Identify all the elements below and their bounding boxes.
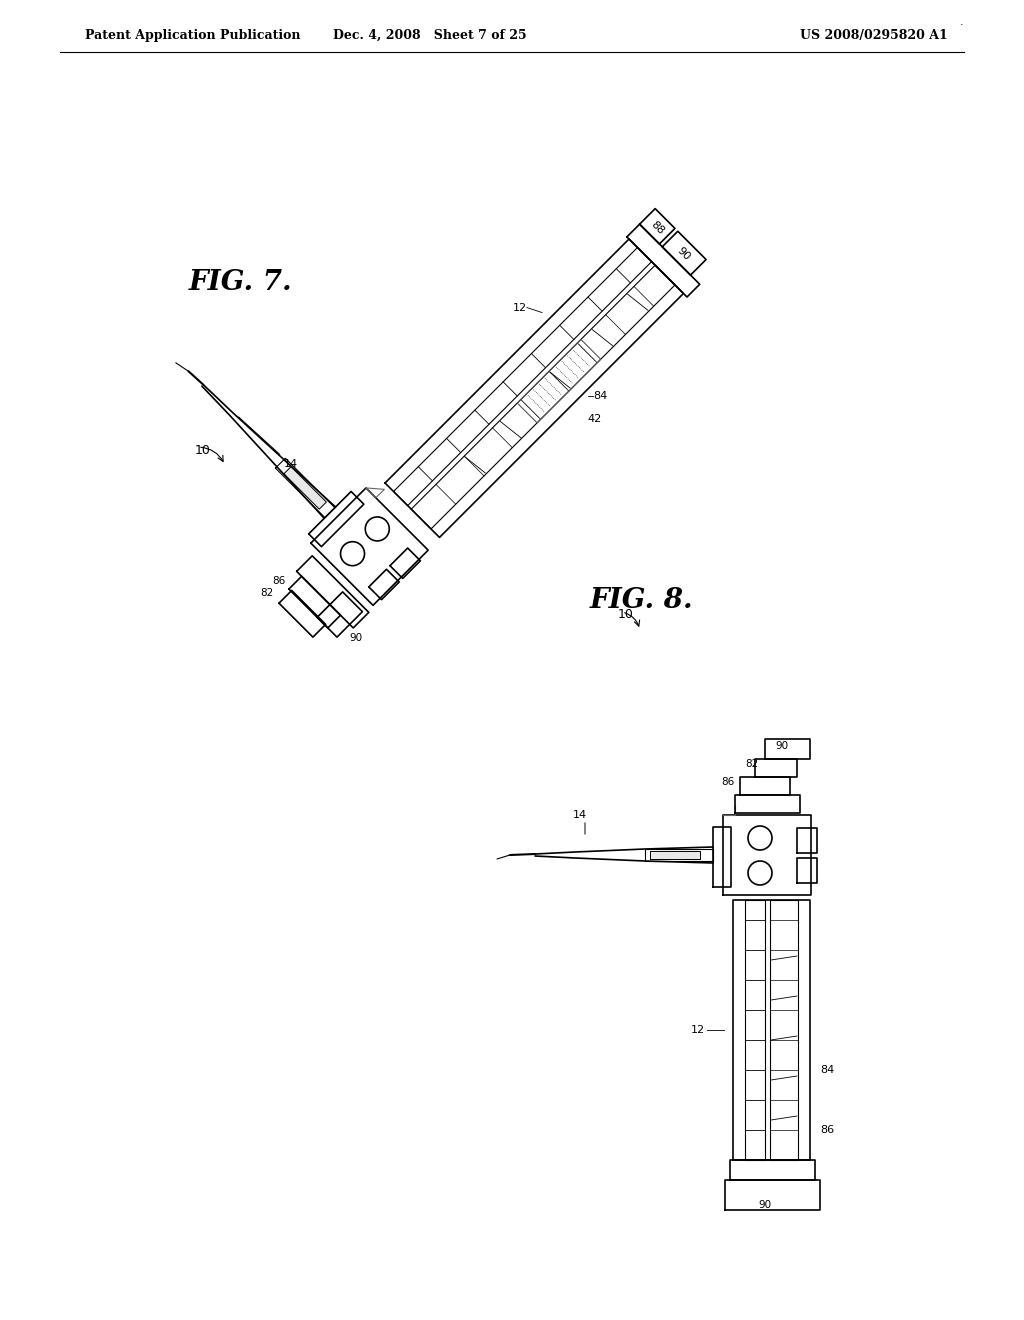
Text: 86: 86: [272, 577, 286, 586]
Text: 88: 88: [649, 219, 666, 236]
Text: 12: 12: [691, 1026, 705, 1035]
Text: 10: 10: [618, 609, 634, 622]
Polygon shape: [284, 467, 327, 510]
Text: 14: 14: [239, 417, 297, 469]
Text: 84: 84: [593, 391, 607, 401]
Text: 90: 90: [775, 741, 788, 751]
Text: 82: 82: [744, 759, 758, 770]
Text: 86: 86: [721, 777, 734, 787]
Text: 84: 84: [820, 1065, 835, 1074]
Text: 90: 90: [349, 634, 362, 643]
Text: 14: 14: [573, 810, 587, 820]
Text: 12: 12: [513, 302, 527, 313]
Text: 90: 90: [759, 1200, 771, 1210]
Text: .: .: [961, 17, 964, 26]
Text: FIG. 7.: FIG. 7.: [188, 268, 292, 296]
Text: US 2008/0295820 A1: US 2008/0295820 A1: [800, 29, 948, 41]
Text: 82: 82: [260, 589, 273, 598]
Text: 86: 86: [820, 1125, 835, 1135]
Text: 90: 90: [675, 246, 692, 263]
Text: Patent Application Publication: Patent Application Publication: [85, 29, 300, 41]
Polygon shape: [650, 851, 700, 859]
Text: FIG. 8.: FIG. 8.: [590, 586, 693, 614]
Text: Dec. 4, 2008   Sheet 7 of 25: Dec. 4, 2008 Sheet 7 of 25: [333, 29, 526, 41]
Text: 42: 42: [588, 414, 601, 425]
Text: 10: 10: [195, 444, 211, 457]
